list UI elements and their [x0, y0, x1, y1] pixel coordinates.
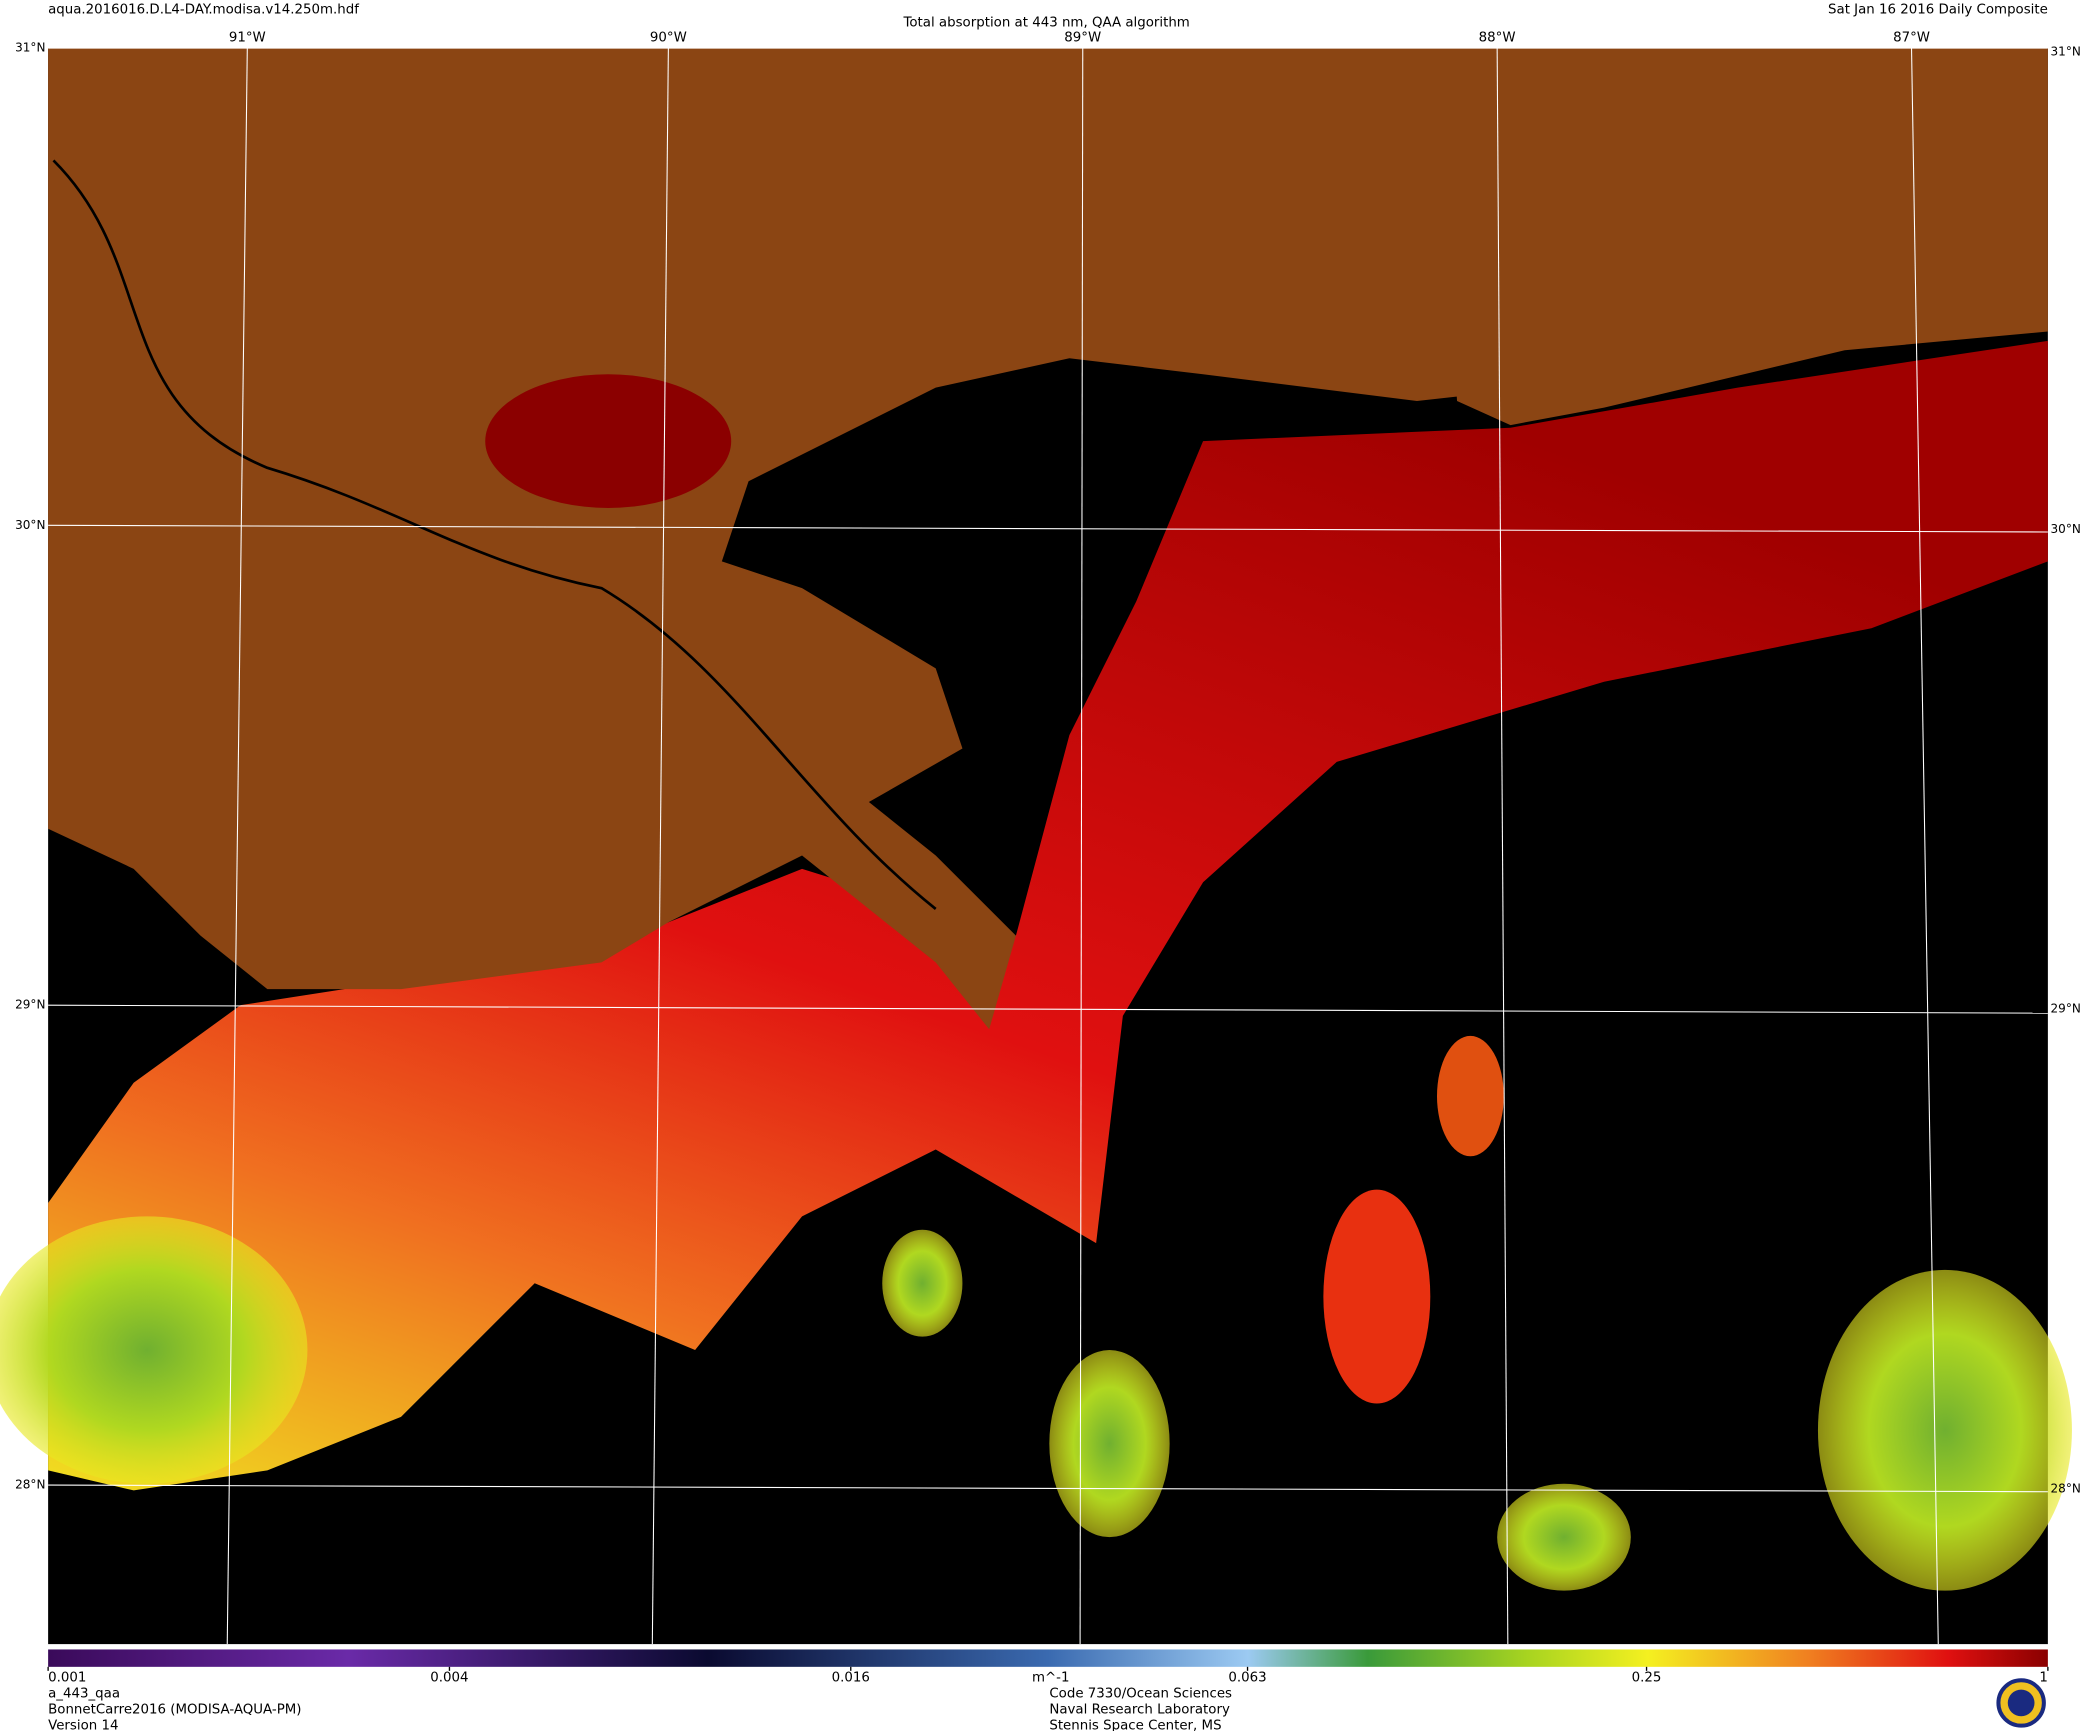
graticule	[1910, 48, 1939, 1645]
graticule	[651, 48, 669, 1645]
latitude-label: 31°N	[15, 41, 45, 55]
graticule	[1079, 48, 1084, 1645]
latitude-label: 30°N	[2051, 522, 2081, 536]
colorbar	[48, 1649, 2048, 1667]
river	[52, 159, 937, 910]
version: Version 14	[48, 1719, 118, 1731]
map	[0, 47, 2072, 1645]
product-name: a_443_qaa	[48, 1687, 120, 1702]
map-title: Total absorption at 443 nm, QAA algorith…	[902, 16, 1189, 31]
graticule	[48, 524, 2048, 533]
longitude-label: 87°W	[1893, 30, 1930, 45]
patch	[1323, 1189, 1431, 1404]
low-absorption-area	[1497, 1483, 1631, 1591]
latitude-label: 28°N	[15, 1478, 45, 1492]
graticule	[48, 1484, 2048, 1493]
colorbar-unit: m^-1	[1032, 1671, 1070, 1686]
turbid-water	[48, 340, 2048, 1491]
colorbar-tick-label: 0.004	[430, 1671, 468, 1686]
dataset-name: BonnetCarre2016 (MODISA-AQUA-PM)	[48, 1703, 301, 1718]
longitude-label: 91°W	[229, 30, 266, 45]
graticule	[226, 48, 248, 1645]
low-absorption-area	[1817, 1269, 2072, 1591]
logo	[1996, 1678, 2046, 1728]
colorbar-tick-label: 0.25	[1632, 1671, 1662, 1686]
credit: Stennis Space Center, MS	[1049, 1719, 1221, 1731]
patch	[1436, 1035, 1504, 1157]
file-name: aqua.2016016.D.L4-DAY.modisa.v14.250m.hd…	[48, 2, 359, 17]
colorbar-tick-label: 0.016	[832, 1671, 870, 1686]
latitude-label: 28°N	[2051, 1482, 2081, 1496]
longitude-label: 90°W	[650, 30, 687, 45]
low-absorption-area	[0, 1216, 308, 1484]
credit: Naval Research Laboratory	[1049, 1703, 1230, 1718]
graticule	[48, 1004, 2048, 1014]
graticule	[1496, 48, 1509, 1645]
colorbar-tick-label: 0.063	[1228, 1671, 1266, 1686]
lake	[485, 374, 732, 508]
credit: Code 7330/Ocean Sciences	[1049, 1687, 1232, 1702]
land	[48, 48, 2048, 1030]
colorbar-tick-label: 0.001	[48, 1671, 86, 1686]
latitude-label: 30°N	[15, 518, 45, 532]
date: Sat Jan 16 2016 Daily Composite	[1828, 2, 2048, 17]
latitude-label: 31°N	[2051, 45, 2081, 59]
longitude-label: 89°W	[1064, 30, 1101, 45]
low-absorption-area	[1049, 1350, 1170, 1538]
low-absorption-area	[882, 1229, 963, 1337]
colorbar-tick-label: 1	[2039, 1671, 2048, 1686]
latitude-label: 29°N	[2051, 1002, 2081, 1016]
longitude-label: 88°W	[1479, 30, 1516, 45]
latitude-label: 29°N	[15, 998, 45, 1012]
